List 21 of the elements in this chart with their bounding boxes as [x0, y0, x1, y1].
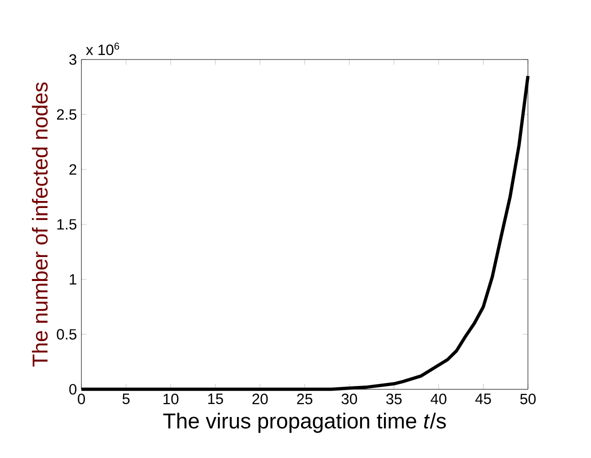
y-tick-label: 2: [69, 164, 76, 175]
x-tick-label: 20: [252, 394, 268, 404]
x-tick-label: 40: [430, 394, 446, 404]
x-tick-label: 10: [164, 394, 178, 404]
y-tick-label: 1.5: [57, 219, 76, 230]
x-tick-label: 0: [78, 394, 85, 404]
text: x 10$^{6}$: [86, 42, 120, 55]
y-tick-label: 2.5: [56, 109, 76, 120]
y-tick-label: 0.5: [56, 328, 76, 340]
x-tick-label: 35: [386, 394, 402, 404]
y-tick-label: 0: [69, 384, 76, 394]
x-tick-label: 45: [475, 394, 491, 404]
x-tick-label: 5: [122, 394, 130, 404]
x-tick-label: 30: [342, 394, 358, 404]
x-tick-label: 15: [208, 394, 224, 404]
x-tick-label: 25: [297, 394, 312, 404]
y-tick-label: 1: [70, 274, 76, 284]
y-tick-label: 3: [69, 54, 76, 65]
y-axis-title: The number of infected nodes: [32, 82, 48, 367]
x-axis-title: The virus propagation time t/s: [163, 412, 446, 433]
x-tick-label: 50: [520, 394, 536, 404]
